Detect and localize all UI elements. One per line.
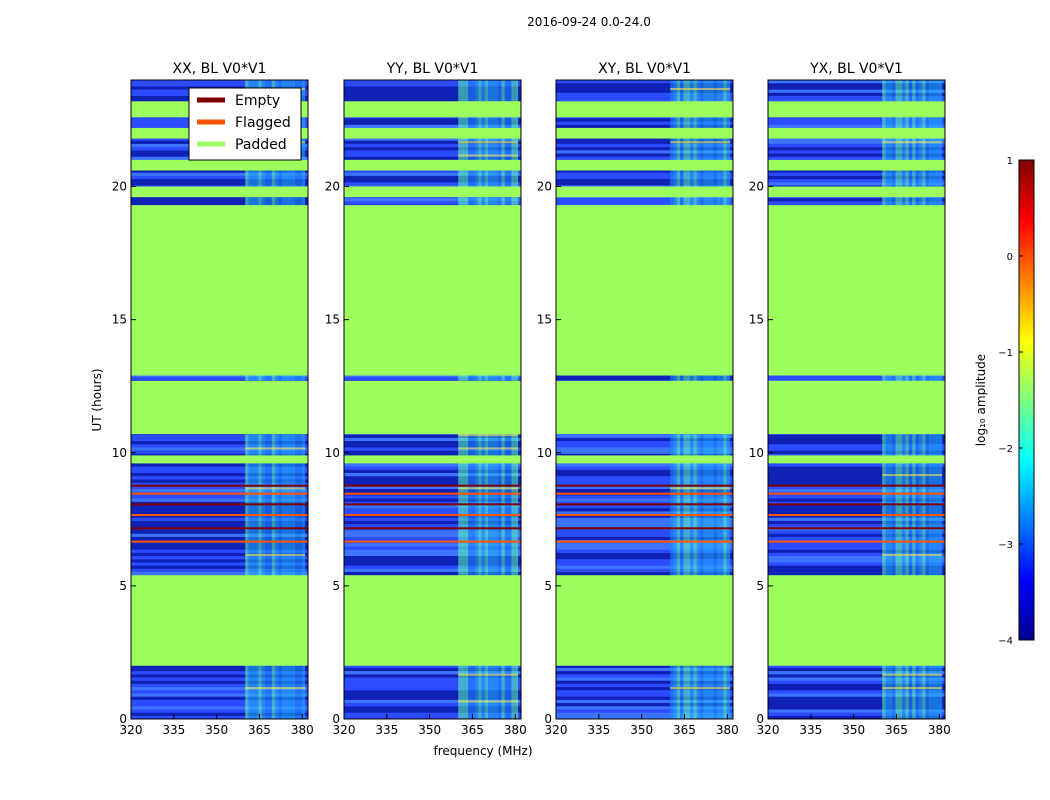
y-tick-label: 5 — [332, 579, 340, 593]
panel-1: 320 335 350 365 380 0 5 10 15 20 XX, BL V0*V1 UT (h… — [90, 61, 314, 737]
y-tick-label: 5 — [119, 579, 127, 593]
colorbar-label: log₁₀ amplitude — [974, 354, 988, 446]
legend-label-flagged: Flagged — [235, 115, 291, 131]
x-tick-label: 320 — [545, 723, 568, 737]
panel-title: XX, BL V0*V1 — [173, 61, 267, 77]
x-tick-label: 335 — [799, 723, 822, 737]
legend-label-empty: Empty — [235, 93, 280, 109]
y-tick-label: 20 — [537, 180, 552, 194]
panel-2: 320 335 350 365 380 0 5 10 15 20 YY, BL V0*V1 frequ… — [325, 61, 533, 758]
x-tick-label: 350 — [630, 723, 653, 737]
y-tick-label: 0 — [119, 712, 127, 726]
panel-title: YX, BL V0*V1 — [809, 61, 903, 77]
y-tick-label: 20 — [325, 180, 340, 194]
y-tick-label: 15 — [112, 313, 127, 327]
panel-title: YY, BL V0*V1 — [386, 61, 479, 77]
colorbar-tick-label: −1 — [998, 348, 1013, 359]
axes-frame — [130, 79, 309, 720]
y-tick-label: 15 — [537, 313, 552, 327]
x-tick-label: 365 — [885, 723, 908, 737]
x-tick-label: 350 — [842, 723, 865, 737]
x-tick-label: 380 — [291, 723, 314, 737]
panel-3: 320 335 350 365 380 0 5 10 15 20 XY, BL V0*V1 — [537, 61, 739, 737]
x-tick-label: 335 — [162, 723, 185, 737]
colorbar-tick-label: −4 — [998, 636, 1013, 647]
panel-title: XY, BL V0*V1 — [598, 61, 691, 77]
colorbar: 1 0 −1 −2 −3 −4 log₁₀ amplitude — [974, 156, 1035, 647]
y-tick-label: 5 — [756, 579, 764, 593]
y-tick-label: 5 — [544, 579, 552, 593]
x-tick-label: 350 — [205, 723, 228, 737]
y-tick-label: 10 — [325, 446, 340, 460]
heatmap-image — [556, 80, 733, 719]
y-tick-label: 10 — [112, 446, 127, 460]
y-tick-label: 0 — [332, 712, 340, 726]
y-tick-label: 15 — [325, 313, 340, 327]
colorbar-tick-label: −2 — [998, 444, 1013, 455]
x-tick-label: 365 — [673, 723, 696, 737]
heatmap-image — [768, 80, 945, 719]
axes-frame — [767, 79, 946, 720]
x-tick-label: 380 — [928, 723, 951, 737]
heatmap-image — [344, 80, 521, 719]
x-tick-label: 380 — [716, 723, 739, 737]
y-tick-label: 10 — [537, 446, 552, 460]
axes-frame — [555, 79, 734, 720]
axes-frame — [343, 79, 522, 720]
y-tick-label: 20 — [749, 180, 764, 194]
y-tick-label: 10 — [749, 446, 764, 460]
figure-suptitle: 2016-09-24 0.0-24.0 — [527, 15, 651, 29]
colorbar-tick-label: 1 — [1007, 156, 1013, 167]
colorbar-tick-label: −3 — [998, 540, 1013, 551]
legend: Empty Flagged Padded — [188, 87, 302, 161]
y-tick-label: 0 — [756, 712, 764, 726]
x-tick-label: 350 — [418, 723, 441, 737]
legend-label-padded: Padded — [235, 137, 287, 153]
colorbar-gradient — [1018, 159, 1035, 641]
x-tick-label: 320 — [120, 723, 143, 737]
x-tick-label: 320 — [757, 723, 780, 737]
heatmap-image — [131, 80, 308, 719]
x-tick-label: 365 — [248, 723, 271, 737]
colorbar-tick-label: 0 — [1007, 252, 1013, 263]
panel-4: 320 335 350 365 380 0 5 10 15 20 YX, BL V0*V1 — [749, 61, 951, 737]
x-tick-label: 320 — [333, 723, 356, 737]
x-tick-label: 335 — [587, 723, 610, 737]
x-tick-label: 335 — [375, 723, 398, 737]
x-tick-label: 365 — [461, 723, 484, 737]
x-axis-label: frequency (MHz) — [433, 744, 532, 758]
x-tick-label: 380 — [504, 723, 527, 737]
y-axis-label: UT (hours) — [90, 368, 104, 431]
y-tick-label: 0 — [544, 712, 552, 726]
y-tick-label: 15 — [749, 313, 764, 327]
y-tick-label: 20 — [112, 180, 127, 194]
